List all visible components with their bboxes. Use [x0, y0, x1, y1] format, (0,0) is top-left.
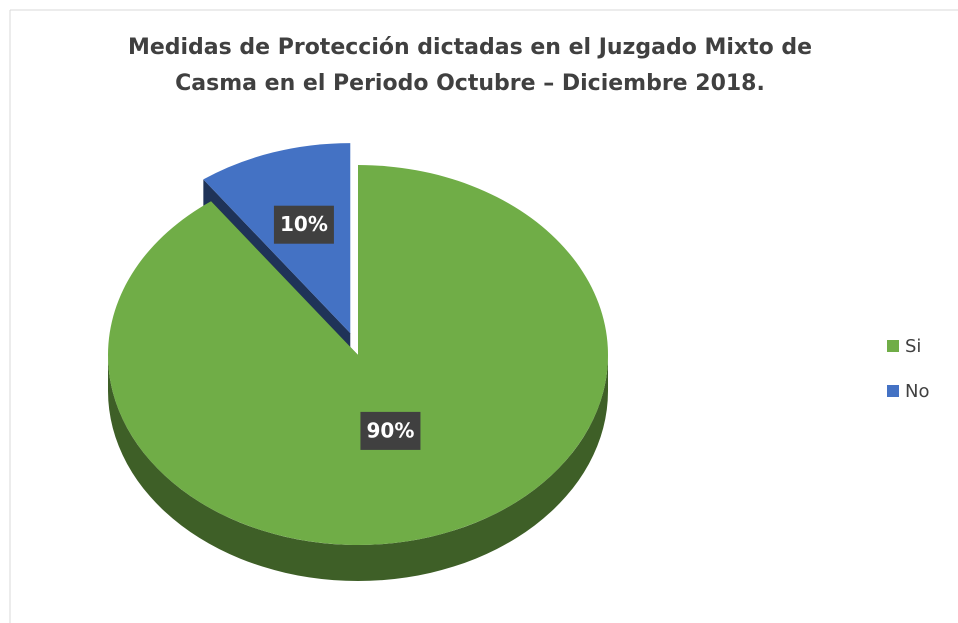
data-label-box: [360, 411, 421, 450]
legend-label: No: [905, 381, 929, 402]
chart-title: Medidas de Protección dictadas en el Juz…: [127, 35, 813, 96]
data-label: 90%: [367, 418, 415, 442]
pie-slice: [108, 165, 609, 581]
legend-swatch: [887, 385, 899, 397]
legend-label: Si: [905, 336, 921, 357]
legend-swatch: [887, 340, 899, 352]
data-label-box: [273, 205, 334, 244]
slice-side: [108, 355, 608, 581]
slice-top: [108, 165, 609, 545]
data-label: 10%: [280, 212, 328, 236]
